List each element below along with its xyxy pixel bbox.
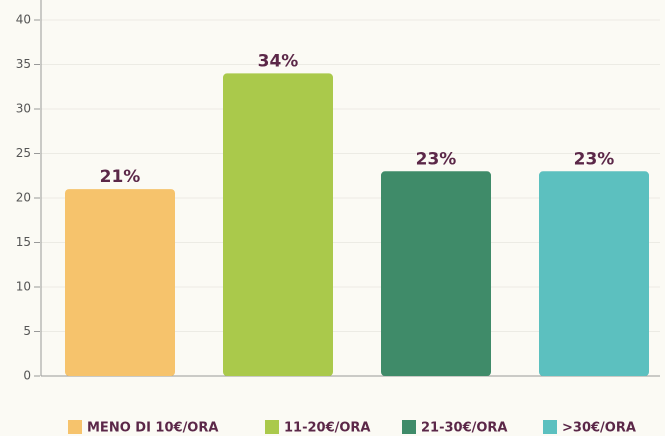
y-tick-label: 40: [16, 13, 31, 27]
value-label: 23%: [416, 149, 457, 169]
value-label: 34%: [258, 51, 299, 71]
y-tick-label: 25: [16, 146, 31, 160]
y-tick-label: 20: [16, 191, 31, 205]
bar: [223, 73, 333, 377]
bar: [539, 171, 649, 376]
value-label: 23%: [574, 149, 615, 169]
y-tick-label: 35: [16, 57, 31, 71]
y-tick-label: 15: [16, 235, 31, 249]
bar: [65, 189, 175, 376]
legend-label: MENO DI 10€/ORA: [87, 421, 218, 436]
y-tick-label: 0: [23, 369, 31, 383]
y-tick-label: 5: [23, 324, 31, 338]
legend-swatch: [68, 420, 82, 434]
legend-label: 21-30€/ORA: [421, 421, 508, 436]
bar: [381, 171, 491, 376]
y-tick-label: 30: [16, 102, 31, 116]
legend-label: 11-20€/ORA: [284, 421, 371, 436]
legend-label: >30€/ORA: [562, 421, 636, 436]
value-label: 21%: [100, 167, 141, 187]
legend-swatch: [402, 420, 416, 434]
legend-swatch: [543, 420, 557, 434]
y-tick-label: 10: [16, 280, 31, 294]
legend-swatch: [265, 420, 279, 434]
